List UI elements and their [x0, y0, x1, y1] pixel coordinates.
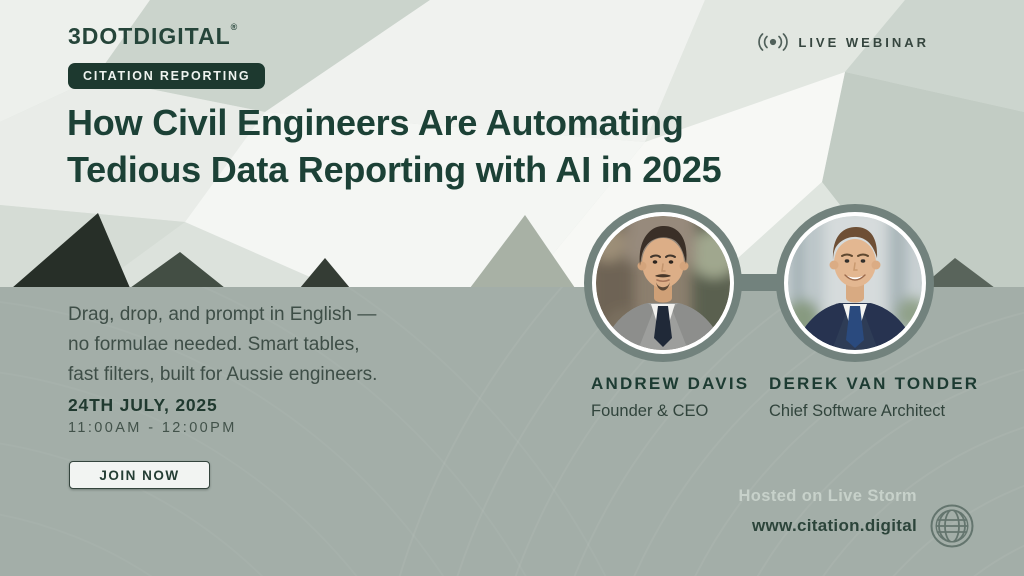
registered-mark: ® — [230, 22, 238, 32]
avatar-andrew-davis — [584, 204, 742, 362]
speaker-derek-van-tonder: DEREK VAN TONDER Chief Software Architec… — [769, 374, 979, 421]
avatar-bridge — [735, 274, 785, 291]
speaker-name: DEREK VAN TONDER — [769, 374, 980, 393]
website-link[interactable]: www.citation.digital — [752, 516, 917, 535]
brand-logo: 3DOTDIGITAL® — [68, 22, 237, 50]
webinar-title: How Civil Engineers Are Automating Tedio… — [67, 102, 722, 190]
hosted-on-label: Hosted on Live Storm — [738, 487, 917, 505]
speaker-role: Chief Software Architect — [769, 402, 946, 420]
join-now-button[interactable]: JOIN NOW — [69, 461, 210, 489]
event-date: 24TH JULY, 2025 — [68, 395, 218, 415]
avatar-derek-van-tonder — [776, 204, 934, 362]
globe-icon — [930, 504, 974, 548]
topic-badge: CITATION REPORTING — [68, 63, 266, 89]
derek-van-tonder-portrait — [788, 216, 922, 350]
speaker-role: Founder & CEO — [591, 402, 709, 420]
live-webinar-tag: LIVE WEBINAR — [758, 33, 929, 51]
live-webinar-label: LIVE WEBINAR — [798, 34, 929, 50]
broadcast-icon — [758, 33, 789, 51]
webinar-description: Drag, drop, and prompt in English — no f… — [68, 304, 378, 385]
andrew-davis-portrait — [596, 216, 730, 350]
speaker-andrew-davis: ANDREW DAVIS Founder & CEO — [591, 374, 749, 421]
event-time: 11:00AM - 12:00PM — [68, 420, 237, 436]
speaker-name: ANDREW DAVIS — [591, 374, 750, 393]
brand-logo-text: 3DOTDIGITAL — [68, 23, 231, 49]
